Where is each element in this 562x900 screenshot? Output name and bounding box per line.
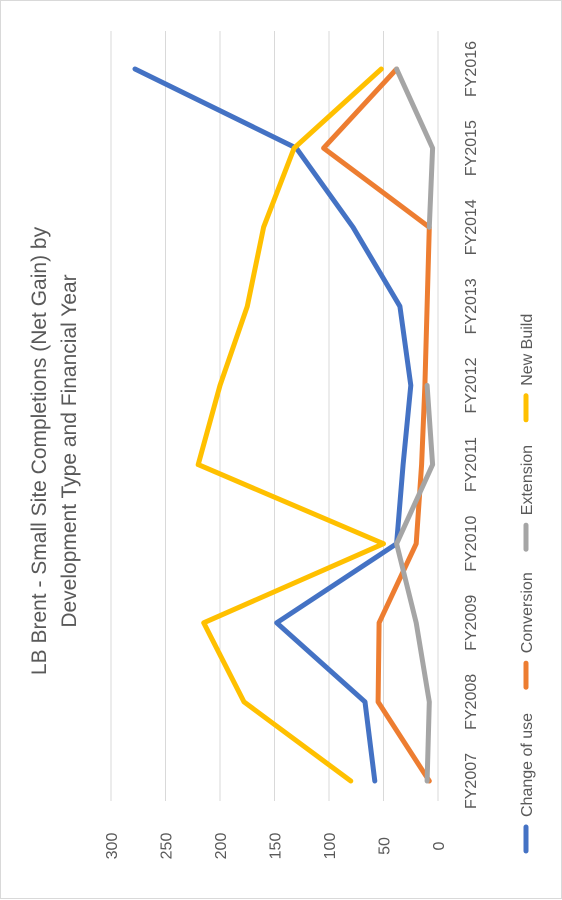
value-tick-label: 250: [159, 833, 176, 860]
legend-item: New Build: [519, 314, 536, 423]
category-tick-label: FY2015: [463, 120, 480, 176]
value-tick-label: 300: [104, 833, 121, 860]
value-axis-ticks: 0 50 100 150 200 250 300: [104, 833, 448, 860]
legend: Change of use Conversion Extension New Buil…: [519, 314, 536, 854]
series-line-extension: [394, 66, 436, 784]
value-tick-label: 150: [268, 833, 285, 860]
category-tick-label: FY2012: [463, 357, 480, 413]
value-tick-label: 100: [322, 833, 339, 860]
category-axis-ticks: FY2007 FY2008 FY2009 FY2010 FY2011 FY2012 FY20…: [463, 41, 480, 809]
category-tick-label: FY2013: [463, 278, 480, 334]
value-tick-label: 0: [431, 841, 448, 850]
series-line-change-of-use: [132, 66, 414, 784]
value-tick-label: 50: [377, 837, 394, 855]
category-tick-label: FY2008: [463, 674, 480, 730]
series-lines: [132, 66, 436, 784]
category-tick-label: FY2010: [463, 516, 480, 572]
series-line-conversion: [321, 66, 432, 784]
category-tick-label: FY2014: [463, 199, 480, 255]
chart-title-line2: Development Type and Financial Year: [58, 274, 81, 627]
legend-label: Change of use: [519, 713, 536, 817]
category-tick-label: FY2009: [463, 595, 480, 651]
legend-label: New Build: [519, 314, 536, 386]
legend-label: Conversion: [519, 572, 536, 653]
series-line-new-build: [195, 66, 386, 784]
value-tick-label: 200: [213, 833, 230, 860]
legend-item: Conversion: [519, 572, 536, 690]
category-tick-label: FY2007: [463, 753, 480, 809]
legend-label: Extension: [519, 445, 536, 515]
category-tick-label: FY2011: [463, 437, 480, 492]
chart-title-line1: LB Brent - Small Site Completions (Net G…: [28, 226, 51, 675]
gridlines: [110, 31, 439, 801]
legend-item: Extension: [519, 445, 536, 552]
category-tick-label: FY2016: [463, 41, 480, 97]
chart-title: LB Brent - Small Site Completions (Net G…: [28, 226, 81, 675]
legend-item: Change of use: [519, 713, 536, 854]
